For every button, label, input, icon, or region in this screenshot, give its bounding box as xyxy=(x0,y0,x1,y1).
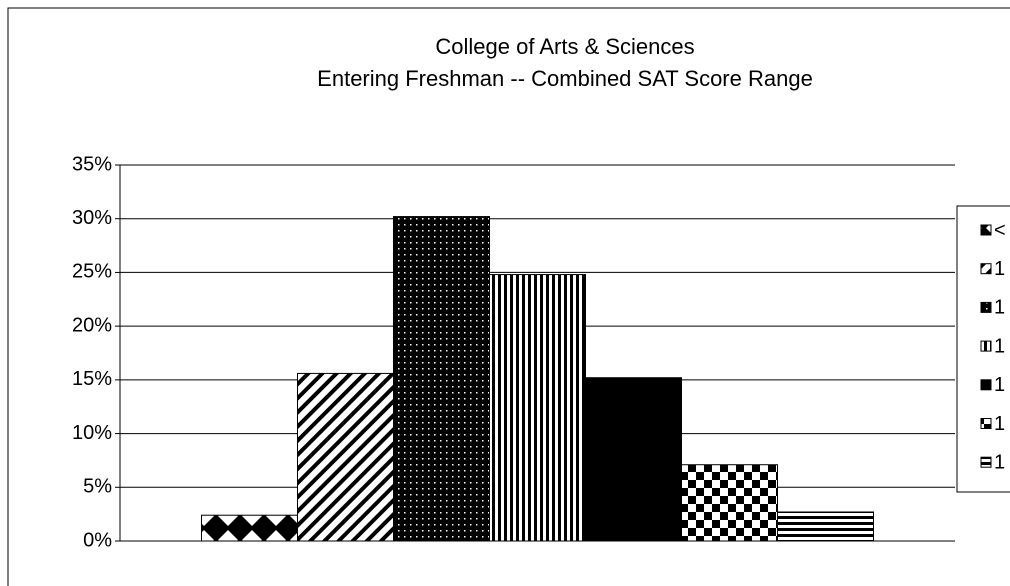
y-tick-label: 10% xyxy=(72,422,112,444)
bar xyxy=(777,511,874,542)
chart-title: Entering Freshman -- Combined SAT Score … xyxy=(317,66,813,91)
y-tick-label: 25% xyxy=(72,261,112,283)
y-tick-label: 20% xyxy=(72,314,112,336)
legend-label: 1 xyxy=(994,297,1005,319)
bar xyxy=(681,464,778,542)
bar xyxy=(297,372,394,542)
bar xyxy=(489,274,586,542)
legend-label: 1 xyxy=(994,258,1005,280)
legend-label: 1 xyxy=(994,335,1005,357)
bar xyxy=(393,216,490,542)
y-tick-label: 5% xyxy=(83,476,112,498)
y-tick-label: 30% xyxy=(72,207,112,229)
legend-swatch xyxy=(980,418,992,429)
legend-label: 1 xyxy=(994,451,1005,473)
bar xyxy=(585,377,682,542)
legend: <1 1 1 1 1 1 xyxy=(980,219,1006,473)
legend-label: 1 xyxy=(994,374,1005,396)
y-tick-label: 0% xyxy=(83,529,112,551)
y-tick-label: 15% xyxy=(72,368,112,390)
bar xyxy=(201,514,298,542)
legend-swatch xyxy=(980,301,992,313)
legend-label: 1 xyxy=(994,413,1005,435)
legend-swatch xyxy=(980,224,992,236)
legend-swatch xyxy=(980,340,992,352)
legend-label: < xyxy=(994,219,1006,241)
legend-swatch xyxy=(980,379,992,391)
legend-swatch xyxy=(980,456,992,468)
chart-title: College of Arts & Sciences xyxy=(435,34,694,59)
legend-swatch xyxy=(980,263,992,275)
y-tick-label: 35% xyxy=(72,153,112,175)
